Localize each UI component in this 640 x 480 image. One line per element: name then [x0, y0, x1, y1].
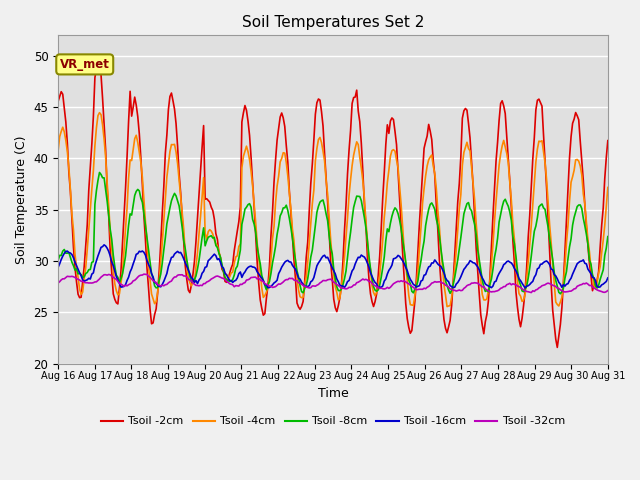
Tsoil -8cm: [577, 202, 584, 208]
Tsoil -32cm: [527, 290, 535, 296]
Tsoil -32cm: [296, 280, 304, 286]
Line: Tsoil -32cm: Tsoil -32cm: [58, 274, 608, 293]
Tsoil -8cm: [557, 291, 564, 297]
Tsoil -2cm: [238, 119, 246, 125]
Tsoil -2cm: [577, 138, 584, 144]
Tsoil -16cm: [577, 258, 584, 264]
Tsoil -32cm: [577, 282, 584, 288]
Line: Tsoil -4cm: Tsoil -4cm: [58, 113, 608, 307]
Tsoil -4cm: [95, 110, 103, 116]
Tsoil -4cm: [238, 165, 246, 171]
Tsoil -2cm: [54, 98, 62, 104]
Tsoil -16cm: [54, 264, 62, 270]
Tsoil -16cm: [247, 263, 255, 269]
Tsoil -4cm: [54, 147, 62, 153]
Tsoil -32cm: [122, 283, 129, 288]
Tsoil -4cm: [604, 185, 612, 191]
Tsoil -16cm: [238, 275, 246, 280]
Tsoil -32cm: [238, 282, 246, 288]
Tsoil -8cm: [124, 238, 131, 243]
Text: VR_met: VR_met: [60, 58, 109, 71]
Tsoil -4cm: [220, 267, 227, 273]
Tsoil -16cm: [522, 285, 529, 291]
Tsoil -8cm: [296, 283, 304, 288]
Tsoil -2cm: [604, 138, 612, 144]
Tsoil -4cm: [124, 205, 131, 211]
Tsoil -16cm: [124, 277, 131, 283]
Tsoil -2cm: [124, 154, 131, 160]
Tsoil -4cm: [577, 163, 584, 169]
Tsoil -32cm: [604, 288, 612, 293]
Tsoil -4cm: [296, 294, 304, 300]
Tsoil -8cm: [95, 169, 103, 175]
Tsoil -2cm: [247, 155, 255, 160]
Tsoil -8cm: [238, 221, 246, 227]
Tsoil -32cm: [54, 280, 62, 286]
Line: Tsoil -2cm: Tsoil -2cm: [58, 62, 608, 348]
Tsoil -32cm: [140, 271, 148, 277]
Tsoil -4cm: [444, 304, 451, 310]
Tsoil -2cm: [296, 306, 304, 312]
Tsoil -16cm: [604, 275, 612, 281]
Tsoil -16cm: [100, 242, 108, 248]
Tsoil -16cm: [296, 276, 304, 282]
Title: Soil Temperatures Set 2: Soil Temperatures Set 2: [242, 15, 424, 30]
Tsoil -2cm: [554, 345, 561, 350]
Tsoil -4cm: [247, 168, 255, 174]
Tsoil -2cm: [94, 59, 102, 65]
Tsoil -2cm: [220, 269, 227, 275]
Tsoil -8cm: [54, 257, 62, 263]
Tsoil -32cm: [247, 275, 255, 280]
Tsoil -8cm: [220, 269, 227, 275]
X-axis label: Time: Time: [317, 387, 348, 400]
Y-axis label: Soil Temperature (C): Soil Temperature (C): [15, 135, 28, 264]
Legend: Tsoil -2cm, Tsoil -4cm, Tsoil -8cm, Tsoil -16cm, Tsoil -32cm: Tsoil -2cm, Tsoil -4cm, Tsoil -8cm, Tsoi…: [96, 412, 570, 431]
Tsoil -16cm: [220, 265, 227, 271]
Tsoil -8cm: [247, 204, 255, 210]
Tsoil -8cm: [604, 234, 612, 240]
Line: Tsoil -8cm: Tsoil -8cm: [58, 172, 608, 294]
Line: Tsoil -16cm: Tsoil -16cm: [58, 245, 608, 288]
Tsoil -32cm: [220, 276, 227, 281]
